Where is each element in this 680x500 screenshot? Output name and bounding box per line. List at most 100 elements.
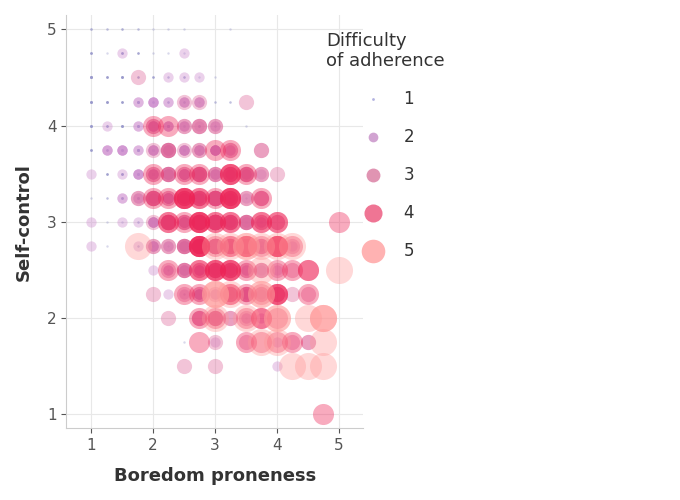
Point <box>163 74 174 82</box>
Point <box>148 218 158 226</box>
Point <box>333 218 344 226</box>
Point <box>225 98 236 106</box>
Point <box>271 290 282 298</box>
Point <box>209 194 220 202</box>
Point <box>241 122 252 130</box>
Point <box>148 170 158 177</box>
Point <box>209 218 220 226</box>
Point <box>148 122 158 130</box>
Point <box>132 170 143 177</box>
Point <box>163 146 174 154</box>
Point <box>163 194 174 202</box>
Point <box>163 194 174 202</box>
Point <box>194 98 205 106</box>
Point <box>209 170 220 177</box>
Point <box>179 266 190 274</box>
Point <box>163 170 174 177</box>
Point <box>86 74 97 82</box>
Point <box>148 194 158 202</box>
Point <box>225 170 236 177</box>
Point <box>179 194 190 202</box>
Point <box>148 266 158 274</box>
Point <box>163 194 174 202</box>
Point <box>148 146 158 154</box>
Point <box>86 242 97 250</box>
Point <box>256 146 267 154</box>
Point <box>163 98 174 106</box>
Point <box>101 146 112 154</box>
Point <box>117 194 128 202</box>
Point <box>179 218 190 226</box>
Point <box>132 74 143 82</box>
Point <box>148 242 158 250</box>
Point <box>163 218 174 226</box>
Point <box>303 314 313 322</box>
Point <box>179 170 190 177</box>
Point <box>179 122 190 130</box>
Point <box>148 194 158 202</box>
Point <box>163 218 174 226</box>
Point <box>209 266 220 274</box>
Point <box>117 146 128 154</box>
Point <box>179 146 190 154</box>
Point <box>163 146 174 154</box>
Point <box>287 338 298 346</box>
Point <box>194 122 205 130</box>
Point <box>287 338 298 346</box>
Point <box>148 122 158 130</box>
Point <box>225 170 236 177</box>
Point <box>333 266 344 274</box>
Point <box>194 122 205 130</box>
Point <box>179 242 190 250</box>
Point <box>163 122 174 130</box>
Point <box>132 74 143 82</box>
Point <box>163 194 174 202</box>
Point <box>256 266 267 274</box>
Point <box>86 98 97 106</box>
Point <box>194 242 205 250</box>
Point <box>209 146 220 154</box>
Point <box>163 146 174 154</box>
Point <box>163 218 174 226</box>
Point <box>163 170 174 177</box>
Point <box>148 194 158 202</box>
Point <box>209 266 220 274</box>
Point <box>241 218 252 226</box>
Point <box>163 146 174 154</box>
Point <box>148 194 158 202</box>
Point <box>148 194 158 202</box>
Point <box>148 26 158 34</box>
Point <box>117 194 128 202</box>
Point <box>194 170 205 177</box>
Point <box>209 242 220 250</box>
Point <box>256 242 267 250</box>
Point <box>148 170 158 177</box>
Point <box>132 146 143 154</box>
Point <box>225 218 236 226</box>
Point <box>163 242 174 250</box>
Point <box>148 170 158 177</box>
Point <box>101 194 112 202</box>
Point <box>179 242 190 250</box>
Point <box>209 218 220 226</box>
Point <box>209 194 220 202</box>
Point <box>132 194 143 202</box>
Point <box>209 218 220 226</box>
Point <box>132 74 143 82</box>
Point <box>132 50 143 58</box>
Point <box>163 170 174 177</box>
Point <box>86 74 97 82</box>
Point <box>163 218 174 226</box>
Point <box>179 194 190 202</box>
Point <box>163 242 174 250</box>
Point <box>148 242 158 250</box>
Point <box>179 98 190 106</box>
Point <box>132 122 143 130</box>
Point <box>194 242 205 250</box>
Point <box>132 26 143 34</box>
Point <box>163 122 174 130</box>
Point <box>318 362 328 370</box>
Point <box>209 194 220 202</box>
Point <box>194 170 205 177</box>
Point <box>194 170 205 177</box>
